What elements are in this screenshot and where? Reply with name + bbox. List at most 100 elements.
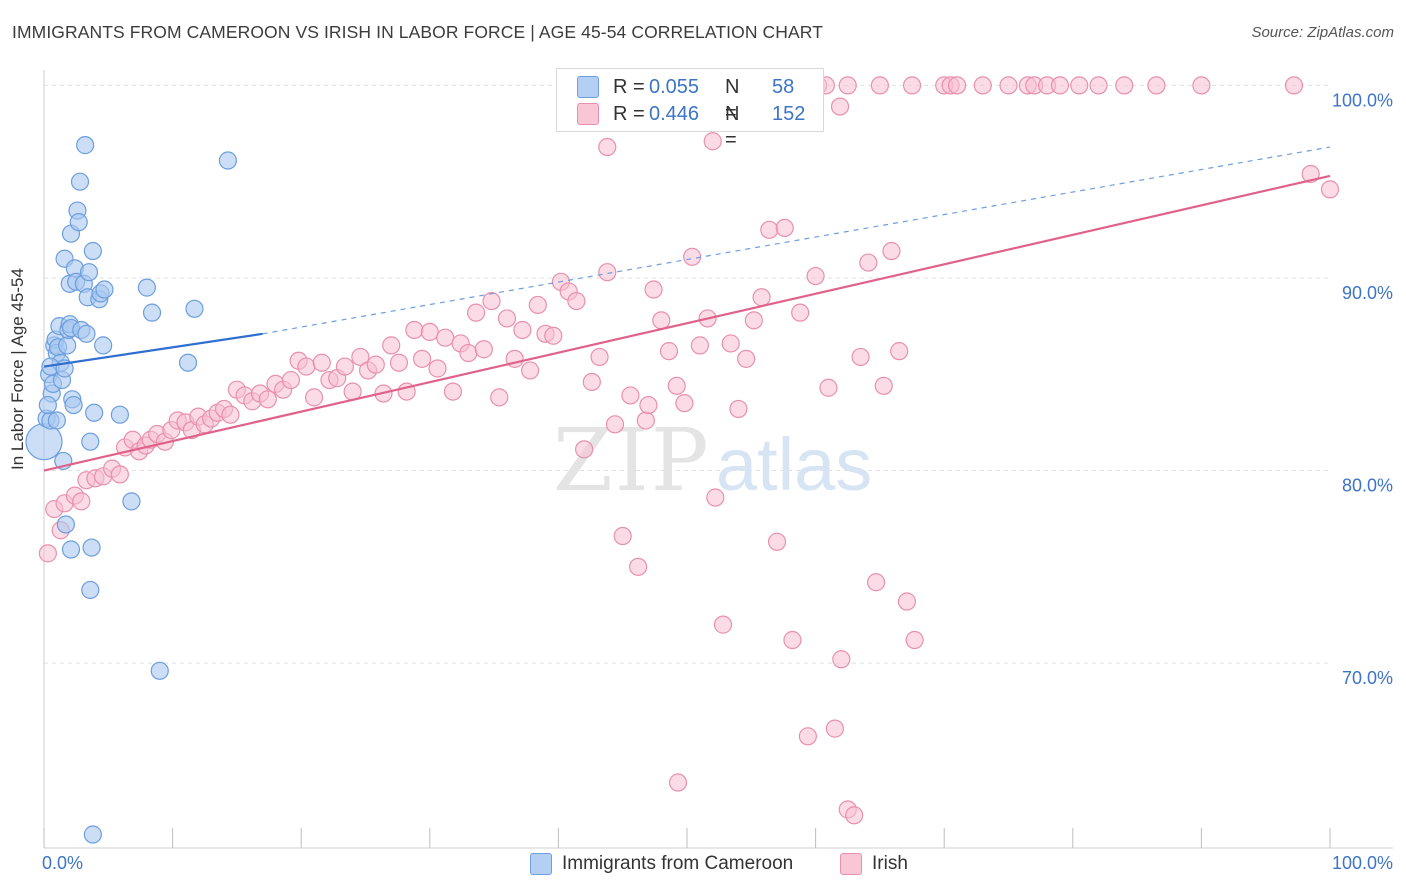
cameroon-point	[56, 515, 75, 534]
cameroon-point	[83, 241, 102, 261]
irish-point	[382, 336, 401, 355]
irish-point	[1147, 76, 1166, 95]
cameroon-point	[178, 353, 198, 372]
cameroon-point	[61, 540, 81, 559]
cameroon-point	[150, 661, 169, 680]
cameroon-point	[79, 263, 99, 282]
cameroon-point	[58, 336, 77, 355]
legend-r-value: 0.446	[649, 103, 700, 125]
source-label: Source: ZipAtlas.com	[1251, 24, 1394, 41]
irish-point	[830, 97, 850, 116]
irish-point	[890, 342, 909, 361]
cameroon-point	[38, 395, 57, 415]
irish-point	[598, 137, 617, 157]
irish-point	[335, 357, 355, 376]
irish-point	[544, 326, 563, 345]
irish-point	[528, 295, 547, 315]
irish-point	[72, 492, 91, 511]
irish-point	[389, 353, 409, 372]
irish-point	[870, 76, 890, 95]
x-tick-label: 100.0%	[1332, 853, 1393, 873]
irish-point	[752, 288, 771, 307]
irish-point	[1089, 76, 1108, 95]
irish-point	[221, 405, 240, 424]
irish-point	[882, 241, 901, 261]
y-tick-label: 70.0%	[1342, 668, 1393, 688]
cameroon-point	[142, 303, 162, 322]
irish-point	[605, 415, 625, 434]
cameroon-point	[95, 280, 114, 299]
irish-point	[639, 395, 658, 415]
irish-point	[838, 76, 857, 95]
irish-point	[706, 488, 725, 507]
irish-point	[567, 291, 586, 311]
y-tick-label: 90.0%	[1342, 283, 1393, 303]
legend-n-label: N =	[725, 76, 740, 124]
cameroon-point	[122, 492, 141, 511]
stats-legend: R = 0.055 N = 58 R = 0.446 N = 152	[556, 68, 824, 151]
legend-swatch-blue	[577, 76, 599, 98]
irish-point	[482, 291, 501, 311]
irish-point	[721, 334, 740, 353]
irish-point	[420, 322, 439, 342]
cameroon-point	[69, 213, 88, 232]
x-tick-label: 0.0%	[42, 853, 83, 873]
irish-point	[1115, 76, 1134, 95]
cameroon-point	[137, 278, 156, 297]
cameroon-point	[81, 432, 100, 451]
irish-trend-line	[43, 174, 1331, 472]
irish-point	[613, 526, 632, 546]
irish-point	[304, 388, 324, 407]
irish-point	[775, 218, 794, 238]
cameroon-point	[81, 580, 100, 600]
cameroon-point	[83, 825, 102, 844]
cameroon-point	[64, 395, 83, 415]
irish-point	[851, 347, 870, 367]
legend-swatch-blue	[530, 853, 552, 875]
irish-point	[312, 353, 331, 372]
irish-point	[866, 573, 886, 592]
irish-point	[783, 630, 802, 650]
legend-label-cameroon: Immigrants from Cameroon	[562, 853, 794, 874]
irish-point	[667, 376, 686, 395]
irish-point	[366, 355, 385, 374]
irish-point	[845, 806, 864, 825]
irish-point	[675, 394, 694, 413]
legend-r-label: R =	[613, 103, 645, 125]
irish-point	[598, 263, 617, 282]
legend-r-label: R =	[613, 76, 645, 98]
irish-point	[428, 359, 447, 378]
irish-point	[1284, 76, 1304, 95]
legend-n-value: 152	[772, 103, 806, 125]
irish-point	[436, 328, 455, 347]
cameroon-point	[47, 411, 66, 430]
cameroon-point	[70, 172, 90, 191]
irish-point	[466, 303, 486, 322]
irish-point	[297, 357, 316, 376]
legend-label-irish: Irish	[872, 853, 908, 874]
irish-point	[474, 340, 493, 359]
irish-point	[405, 320, 424, 340]
legend-swatch-pink	[840, 853, 862, 875]
y-tick-label: 80.0%	[1342, 476, 1393, 496]
cameroon-point	[218, 151, 237, 170]
irish-point	[412, 349, 432, 368]
irish-point	[999, 76, 1018, 95]
legend-n-label: N =	[725, 103, 740, 151]
irish-point	[825, 719, 844, 738]
cameroon-point	[85, 403, 104, 422]
irish-point	[590, 347, 609, 367]
irish-point	[668, 773, 688, 792]
irish-point	[703, 132, 722, 151]
legend-r-value: 0.055	[649, 76, 700, 98]
irish-point	[819, 378, 838, 397]
cameroon-trend-extension	[262, 146, 1331, 335]
irish-point	[443, 382, 463, 401]
irish-point	[874, 376, 893, 395]
irish-point	[38, 544, 57, 563]
cameroon-point	[94, 336, 113, 355]
irish-point	[897, 592, 917, 611]
irish-point	[1070, 76, 1089, 95]
cameroon-trend-line	[43, 332, 263, 368]
legend-swatch-pink	[577, 103, 599, 125]
